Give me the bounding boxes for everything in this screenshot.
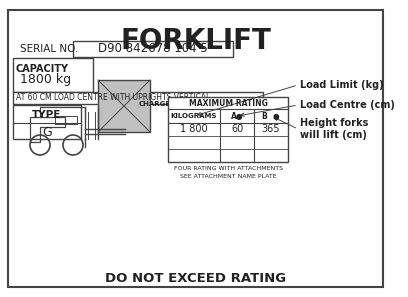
Text: FORKLIFT: FORKLIFT (120, 27, 271, 55)
Text: MAXIMUM RATING: MAXIMUM RATING (188, 99, 267, 108)
Bar (73, 41, 233, 57)
Text: Load Limit (kg): Load Limit (kg) (300, 80, 384, 90)
Bar (98, 80, 150, 132)
Text: D90 842678 104 5: D90 842678 104 5 (98, 42, 208, 56)
Text: B  ●: B ● (262, 111, 280, 121)
Text: TYPE: TYPE (32, 110, 62, 120)
Text: G: G (42, 126, 52, 138)
Bar (55, 116, 77, 124)
Text: 365: 365 (262, 124, 280, 135)
Text: CAPACITY: CAPACITY (15, 64, 68, 74)
Bar (13, 92, 263, 104)
Text: SEE ATTACHMENT NAME PLATE: SEE ATTACHMENT NAME PLATE (180, 173, 276, 178)
Text: DO NOT EXCEED RATING: DO NOT EXCEED RATING (105, 271, 286, 285)
Text: KILOGRAMS: KILOGRAMS (171, 113, 217, 119)
Text: SERIAL NO.: SERIAL NO. (20, 44, 78, 54)
Text: 1 800: 1 800 (180, 124, 208, 135)
Bar (13, 105, 81, 139)
Text: AT 60 CM LOAD CENTRE WITH UPRIGHTS VERTICAL: AT 60 CM LOAD CENTRE WITH UPRIGHTS VERTI… (16, 94, 210, 102)
Text: Height forks
will lift (cm): Height forks will lift (cm) (300, 118, 368, 140)
Text: FOUR RATING WITH ATTACHMENTS: FOUR RATING WITH ATTACHMENTS (173, 167, 282, 171)
Text: CHARGE: CHARGE (139, 101, 171, 107)
Bar (168, 97, 288, 162)
Bar (13, 58, 93, 92)
Text: 1800 kg: 1800 kg (20, 72, 71, 86)
Text: 60: 60 (231, 124, 243, 135)
Text: Load Centre (cm): Load Centre (cm) (300, 100, 395, 110)
Text: A●: A● (231, 111, 243, 121)
